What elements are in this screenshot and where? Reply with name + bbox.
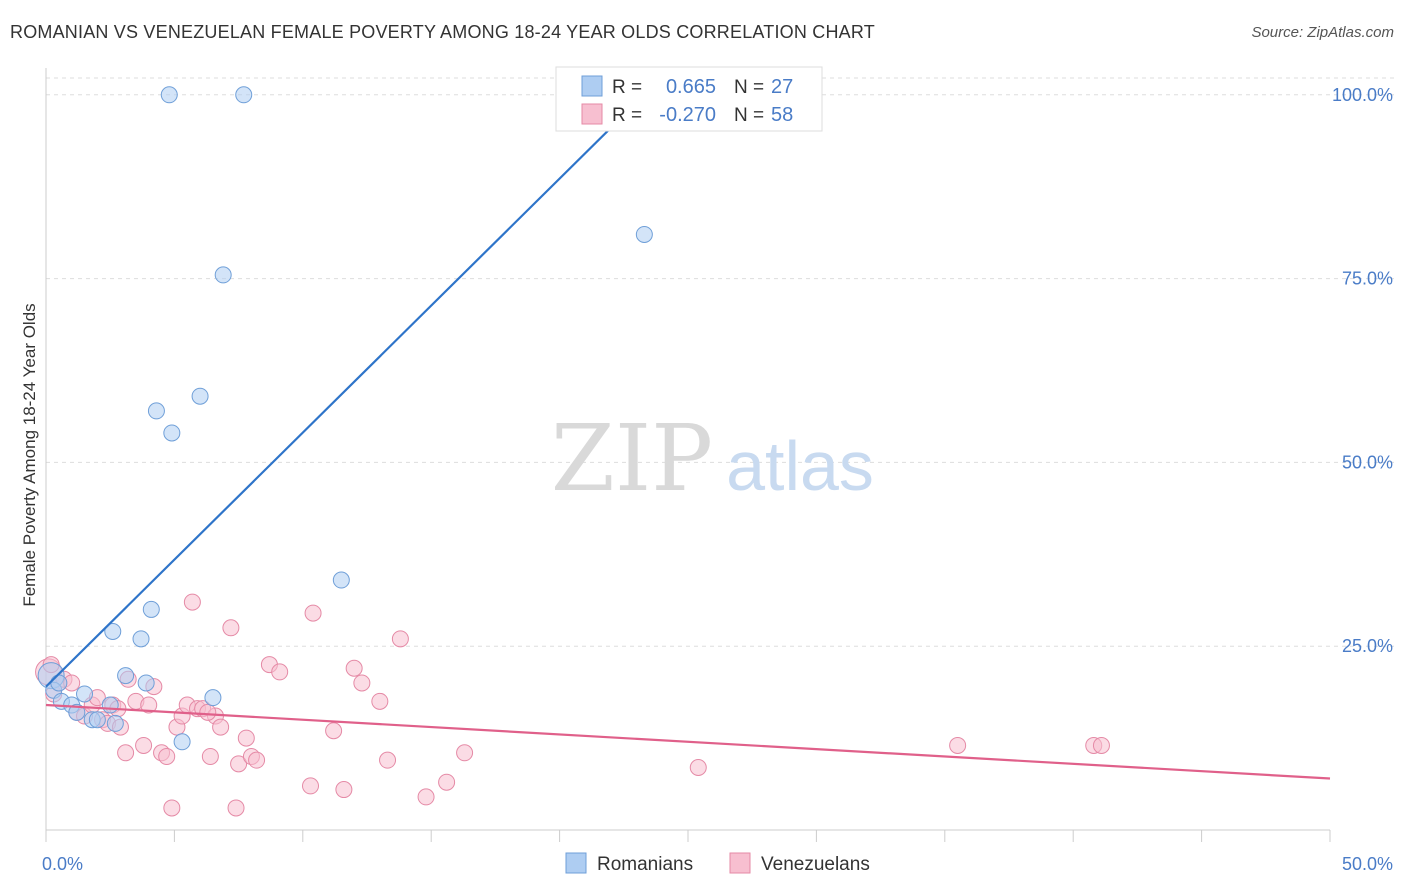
venezuelans-point <box>1092 736 1110 754</box>
venezuelans-point <box>325 722 343 740</box>
y-tick-label: 75.0% <box>1342 269 1393 289</box>
watermark-zip: ZIP <box>551 405 713 512</box>
romanians-point <box>68 703 86 721</box>
chart-title: ROMANIAN VS VENEZUELAN FEMALE POVERTY AM… <box>10 22 875 42</box>
r-label: R = <box>612 105 642 126</box>
venezuelans-point <box>353 674 371 692</box>
venezuelans-point <box>248 751 266 769</box>
venezuelans-point <box>212 718 230 736</box>
romanians-point <box>214 266 232 284</box>
venezuelans-point <box>391 630 409 648</box>
venezuelans-point <box>345 659 363 677</box>
romanians-legend-swatch <box>581 75 603 97</box>
romanians-point <box>635 225 653 243</box>
romanians-point <box>332 571 350 589</box>
romanians-point <box>88 711 106 729</box>
x-tick-label: 50.0% <box>1342 854 1393 874</box>
venezuelans-point <box>227 799 245 817</box>
venezuelans-point <box>271 663 289 681</box>
venezuelans-point <box>135 736 153 754</box>
r-label: R = <box>612 77 642 98</box>
venezuelans-trend-line <box>45 703 1331 780</box>
tick-labels: 25.0% 50.0% 75.0% 100.0% 0.0% 50.0% <box>42 85 1393 874</box>
venezuelans-point <box>237 729 255 747</box>
r-value: 0.665 <box>666 76 716 98</box>
romanians-point <box>173 733 191 751</box>
venezuelans-point <box>201 747 219 765</box>
gridlines <box>46 77 1395 647</box>
romanians-point <box>104 622 122 640</box>
romanians-point <box>50 674 68 692</box>
venezuelans-point <box>158 747 176 765</box>
venezuelans-point <box>949 736 967 754</box>
venezuelans-point <box>417 788 435 806</box>
r-value: -0.270 <box>659 104 716 126</box>
axes <box>45 68 1331 842</box>
n-value: 58 <box>771 104 793 126</box>
n-label: N = <box>734 105 764 126</box>
romanians-point <box>191 387 209 405</box>
romanians-point <box>160 86 178 104</box>
watermark-atlas: atlas <box>726 427 874 505</box>
watermark: ZIP atlas <box>551 405 874 512</box>
y-tick-label: 50.0% <box>1342 452 1393 472</box>
venezuelans-point <box>117 744 135 762</box>
venezuelans-point <box>689 759 707 777</box>
source-label: Source: ZipAtlas.com <box>1251 24 1394 41</box>
romanians-point <box>101 696 119 714</box>
venezuelans-point <box>222 619 240 637</box>
venezuelans-point <box>199 703 217 721</box>
correlation-legend: R = 0.665 N = 27 R = -0.270 N = 58 <box>555 66 823 132</box>
romanians-point <box>76 685 94 703</box>
romanians-point <box>142 600 160 618</box>
venezuelans-point <box>438 773 456 791</box>
romanians-point <box>147 402 165 420</box>
romanians-point <box>137 674 155 692</box>
romanians-point <box>163 424 181 442</box>
x-tick-label: 0.0% <box>42 854 83 874</box>
venezuelans-point <box>379 751 397 769</box>
venezuelans-point <box>140 696 158 714</box>
venezuelans-legend-swatch[interactable] <box>729 852 751 874</box>
romanians-point <box>235 86 253 104</box>
series-legend[interactable]: Romanians Venezuelans <box>565 852 870 875</box>
romanians-point <box>204 689 222 707</box>
n-label: N = <box>734 77 764 98</box>
y-tick-label: 100.0% <box>1332 85 1393 105</box>
venezuelans-point <box>163 799 181 817</box>
romanians-trend-line <box>45 93 646 688</box>
venezuelans-point <box>230 755 248 773</box>
venezuelans-legend-swatch <box>581 103 603 125</box>
venezuelans-point <box>335 781 353 799</box>
venezuelans-legend-label[interactable]: Venezuelans <box>761 854 870 875</box>
romanians-point <box>117 667 135 685</box>
venezuelans-point <box>456 744 474 762</box>
venezuelans-point <box>302 777 320 795</box>
romanians-legend-label[interactable]: Romanians <box>597 854 693 875</box>
venezuelans-point <box>371 692 389 710</box>
venezuelans-points <box>35 593 1110 817</box>
n-value: 27 <box>771 76 793 98</box>
romanians-legend-swatch[interactable] <box>565 852 587 874</box>
venezuelans-point <box>304 604 322 622</box>
y-tick-label: 25.0% <box>1342 636 1393 656</box>
romanians-point <box>132 630 150 648</box>
romanians-point <box>106 714 124 732</box>
venezuelans-point <box>183 593 201 611</box>
trend-lines <box>45 93 1331 780</box>
